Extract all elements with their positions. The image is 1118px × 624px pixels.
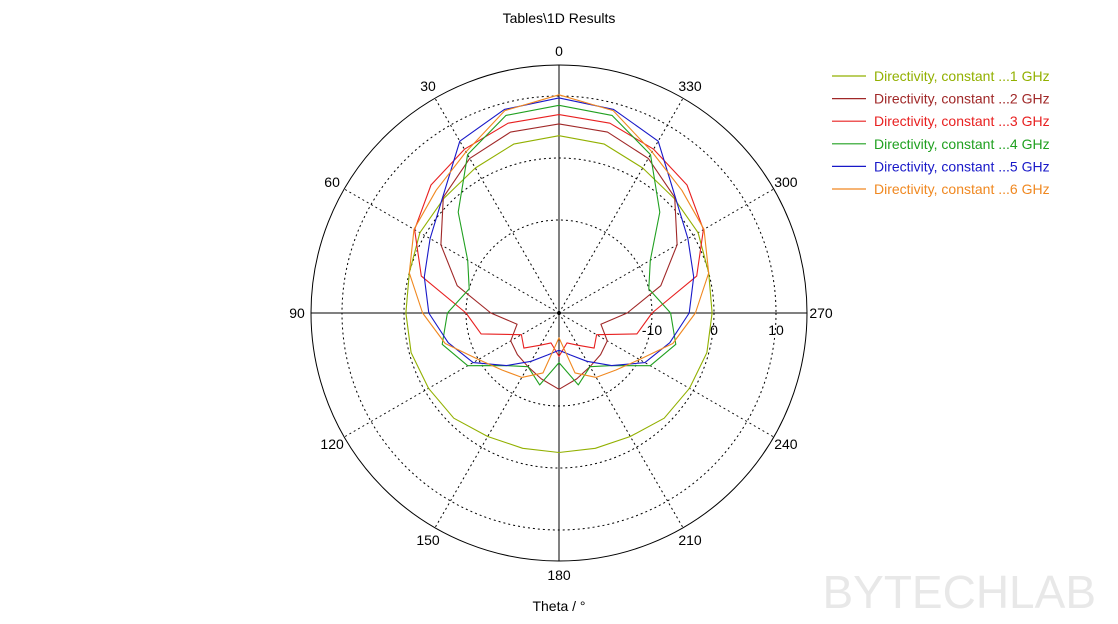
legend-entry: Directivity, constant ...1 GHz xyxy=(874,68,1050,84)
radial-tick-label: -10 xyxy=(642,322,662,338)
series-trace-3 xyxy=(414,114,704,357)
tick-labels: 0 30 60 90 120 150 180 210 240 270 300 330 -10 0 10 xyxy=(289,43,833,583)
angle-tick-label: 120 xyxy=(320,436,344,452)
series-trace-1 xyxy=(405,135,713,454)
legend-entry: Directivity, constant ...3 GHz xyxy=(874,113,1050,129)
watermark: BYTECHLAB xyxy=(822,566,1096,618)
radial-tick-label: 0 xyxy=(710,322,718,338)
radial-tick-label: 10 xyxy=(768,322,784,338)
angle-tick-label: 90 xyxy=(289,305,305,321)
spoke-line xyxy=(434,97,560,314)
spoke-line xyxy=(343,312,560,438)
spoke-line xyxy=(558,312,775,438)
angle-tick-label: 0 xyxy=(555,43,563,59)
angle-tick-label: 270 xyxy=(809,305,833,321)
angle-tick-label: 300 xyxy=(774,174,798,190)
series-trace-4 xyxy=(441,104,677,386)
legend-entry: Directivity, constant ...2 GHz xyxy=(874,91,1050,107)
series-trace-5 xyxy=(423,97,695,367)
series-trace-2 xyxy=(440,123,678,390)
series-trace-6 xyxy=(408,94,710,378)
legend-entry: Directivity, constant ...5 GHz xyxy=(874,158,1050,174)
angle-tick-label: 150 xyxy=(416,532,440,548)
spoke-line xyxy=(558,312,684,529)
series-traces xyxy=(405,94,713,454)
spoke-line xyxy=(434,312,560,529)
angle-tick-label: 210 xyxy=(678,532,702,548)
spoke-line xyxy=(343,188,560,314)
legend-entry: Directivity, constant ...6 GHz xyxy=(874,181,1050,197)
chart-title: Tables\1D Results xyxy=(503,10,616,26)
angle-tick-label: 240 xyxy=(774,436,798,452)
angle-tick-label: 330 xyxy=(678,78,702,94)
spoke-line xyxy=(558,97,684,314)
angle-tick-label: 180 xyxy=(547,567,571,583)
spoke-line xyxy=(558,188,775,314)
legend-entry: Directivity, constant ...4 GHz xyxy=(874,136,1050,152)
angle-tick-label: 60 xyxy=(324,174,340,190)
polar-grid xyxy=(310,64,808,562)
axis-label: Theta / ° xyxy=(532,598,585,614)
legend: Directivity, constant ...1 GHz Directivit… xyxy=(832,68,1050,197)
angle-tick-label: 30 xyxy=(420,78,436,94)
